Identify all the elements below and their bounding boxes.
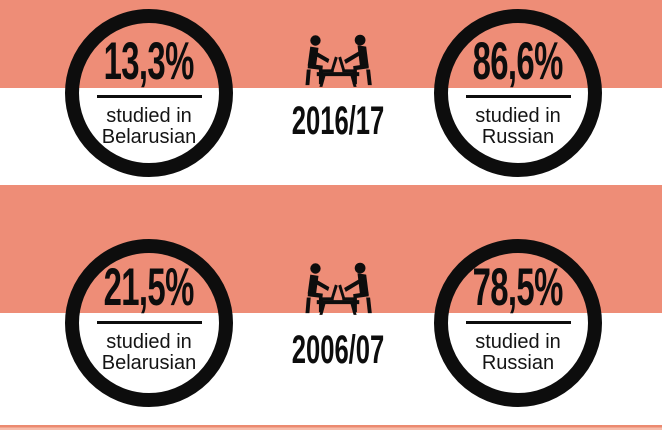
- stat-label-line1: studied in: [106, 105, 192, 127]
- stat-russian-2006: 78,5% studied in Russian: [432, 261, 604, 374]
- stat-label-line2: Russian: [481, 352, 555, 374]
- stat-label-line1: studied in: [475, 105, 561, 127]
- divider-line: [96, 321, 202, 324]
- two-students-at-table-icon: [299, 33, 377, 87]
- stat-russian-2016: 86,6% studied in Russian: [432, 35, 604, 148]
- divider-line: [465, 95, 571, 98]
- year-label-2016-17: 2016/17: [291, 99, 385, 143]
- stat-belarusian-2016: 13,3% studied in Belarusian: [63, 35, 235, 148]
- divider-line: [96, 95, 202, 98]
- divider-line: [465, 321, 571, 324]
- stat-label-line2: Belarusian: [101, 126, 197, 148]
- salmon-band-bottom-edge: [0, 425, 662, 430]
- percent-value: 21,5%: [103, 258, 195, 317]
- two-students-at-table-icon: [299, 261, 377, 315]
- percent-value: 86,6%: [472, 32, 564, 91]
- stat-label-line1: studied in: [475, 331, 561, 353]
- stat-label-line2: Belarusian: [101, 352, 197, 374]
- percent-value: 13,3%: [103, 32, 195, 91]
- percent-value: 78,5%: [472, 258, 564, 317]
- stat-belarusian-2006: 21,5% studied in Belarusian: [63, 261, 235, 374]
- year-label-2006-07: 2006/07: [291, 328, 385, 372]
- stat-label-line2: Russian: [481, 126, 555, 148]
- stat-label-line1: studied in: [106, 331, 192, 353]
